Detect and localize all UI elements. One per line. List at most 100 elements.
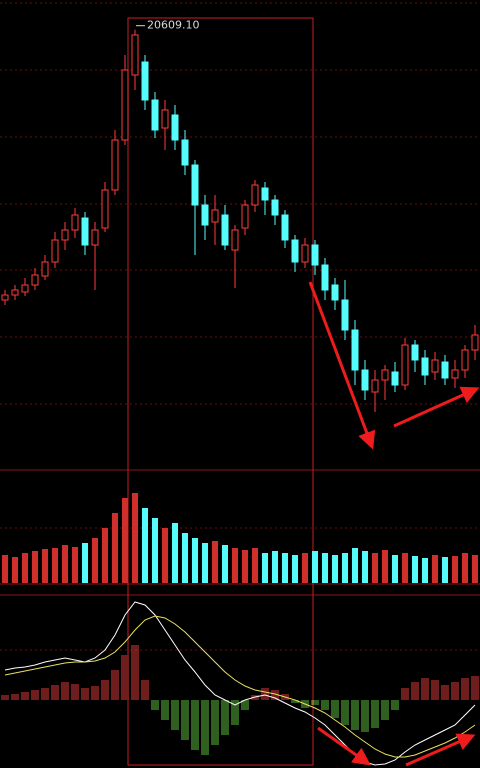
volume-bar — [392, 555, 398, 583]
volume-bar — [162, 528, 168, 583]
candle-body — [311, 244, 319, 266]
volume-bar — [202, 543, 208, 583]
candle-body — [441, 361, 449, 379]
volume-bar — [262, 553, 268, 583]
candle-body — [261, 187, 269, 201]
volume-bar — [242, 550, 248, 583]
volume-bar — [92, 538, 98, 583]
candle-body — [141, 61, 149, 101]
candle-body — [461, 349, 469, 371]
candle-body — [41, 261, 49, 277]
candle-body — [251, 184, 259, 206]
volume-bar — [332, 555, 338, 583]
volume-bar — [352, 548, 358, 583]
candle-body — [51, 239, 59, 263]
candle-body — [361, 369, 369, 391]
macd-line — [4, 615, 476, 758]
volume-bar — [22, 553, 28, 583]
candle-body — [191, 164, 199, 206]
volume-bar — [362, 551, 368, 583]
candle-body — [111, 139, 119, 191]
marks: 20609.10 — [1, 19, 479, 766]
candle-body — [71, 214, 79, 231]
candle-body — [211, 209, 219, 223]
candle-body — [31, 274, 39, 286]
volume-bar — [142, 508, 148, 583]
volume-bar — [212, 541, 218, 583]
volume-bar — [342, 553, 348, 583]
volume-bar — [272, 551, 278, 583]
candle-body — [451, 369, 459, 379]
volume-bar — [462, 553, 468, 583]
volume-bar — [292, 555, 298, 583]
volume-bar — [282, 553, 288, 583]
candle-body — [391, 371, 399, 386]
candle-body — [21, 284, 29, 293]
volume-bar — [112, 513, 118, 583]
volume-bar — [152, 518, 158, 583]
volume-bar — [322, 553, 328, 583]
volume-bar — [432, 555, 438, 583]
volume-bar — [12, 557, 18, 583]
volume-bar — [52, 548, 58, 583]
volume-bar — [312, 551, 318, 583]
candle-body — [271, 199, 279, 216]
volume-bar — [422, 558, 428, 583]
volume-bar — [72, 547, 78, 583]
candle-body — [431, 359, 439, 373]
candle-body — [321, 264, 329, 291]
volume-bar — [232, 548, 238, 583]
candle-body — [401, 344, 409, 386]
volume-bar — [42, 549, 48, 583]
candle-body — [91, 229, 99, 246]
arrows — [308, 281, 480, 767]
candle-body — [341, 299, 349, 331]
candle-body — [331, 284, 339, 301]
candle-body — [101, 189, 109, 229]
volume-bar — [372, 553, 378, 583]
volume-bar — [442, 557, 448, 583]
candle-body — [161, 109, 169, 129]
volume-bar — [402, 553, 408, 583]
volume-bar — [222, 545, 228, 583]
candle-body — [371, 379, 379, 393]
volume-bar — [132, 493, 138, 583]
volume-bar — [252, 548, 258, 583]
volume-bar — [452, 556, 458, 583]
volume-bar — [2, 555, 8, 583]
candle-body — [121, 69, 129, 141]
candle-body — [241, 204, 249, 229]
candle-body — [281, 214, 289, 241]
candle-body — [381, 369, 389, 381]
candle-body — [1, 294, 9, 301]
candle-body — [61, 229, 69, 241]
volume-bar — [412, 556, 418, 583]
volume-bar — [302, 553, 308, 583]
high-label: 20609.10 — [147, 19, 200, 32]
volume-bar — [382, 550, 388, 583]
candle-body — [291, 239, 299, 263]
candle-body — [471, 334, 479, 351]
volume-bar — [192, 538, 198, 583]
candle-body — [301, 244, 309, 263]
volume-bar — [102, 528, 108, 583]
candle-body — [81, 217, 89, 246]
candle-body — [181, 139, 189, 166]
volume-bar — [32, 551, 38, 583]
volume-bar — [62, 545, 68, 583]
candle-body — [421, 357, 429, 376]
volume-bar — [122, 498, 128, 583]
candle-body — [231, 229, 239, 251]
candle-body — [201, 204, 209, 226]
candle-body — [351, 329, 359, 371]
volume-bar — [82, 543, 88, 583]
volume-bar — [472, 555, 478, 583]
volume-bar — [182, 533, 188, 583]
candle-body — [131, 34, 139, 76]
volume-bar — [172, 523, 178, 583]
candle-body — [151, 99, 159, 131]
candle-body — [411, 344, 419, 361]
candle-body — [11, 289, 19, 296]
